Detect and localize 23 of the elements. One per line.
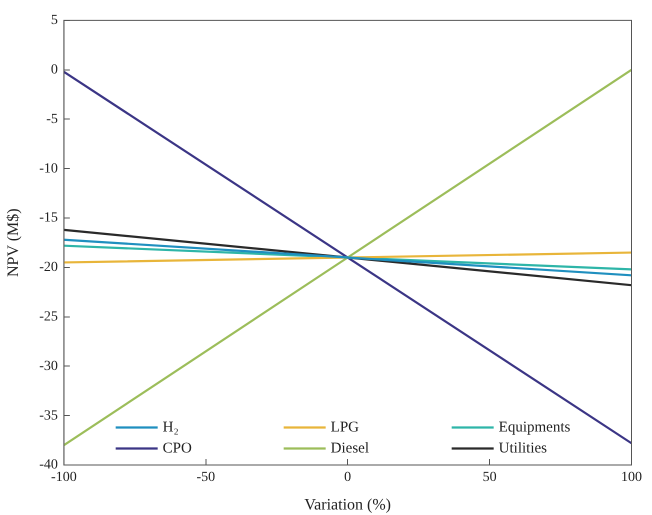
y-tick-label: -25 [39,309,58,324]
legend-label: Equipments [498,419,571,436]
y-tick-label: 5 [50,13,58,28]
legend-label: LPG [330,419,360,436]
x-tick-label: 50 [482,470,497,486]
y-tick-label: -30 [39,358,58,374]
legend-label: CPO [162,440,192,456]
legend-label: H₂ [162,419,179,436]
x-axis-title: Variation (%) [304,496,391,514]
y-tick-label: -5 [46,112,58,127]
y-axis-title: NPV (M$) [4,208,22,278]
x-tick-label: -50 [196,470,216,486]
x-tick-label: -100 [51,470,77,486]
y-tick-label: 0 [50,62,58,78]
y-tick-label: -40 [39,458,58,473]
legend-label: Utilities [498,440,548,456]
y-tick-label: -15 [39,210,58,226]
legend-label: Diesel [330,440,370,456]
y-tick-label: -20 [39,260,58,276]
x-tick-label: 0 [344,470,352,486]
x-tick-label: 100 [621,470,642,486]
y-tick-label: -10 [39,161,58,176]
y-tick-label: -35 [39,408,58,424]
